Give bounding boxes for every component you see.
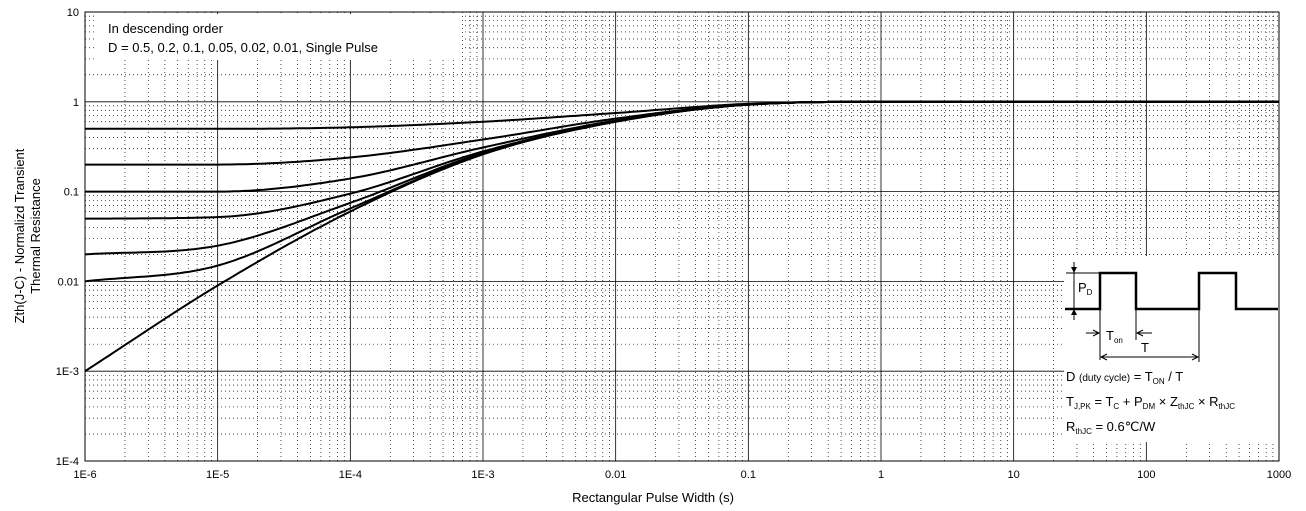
period-label: T xyxy=(1141,340,1149,355)
pd-label: PD xyxy=(1078,280,1093,297)
series-line-3 xyxy=(85,100,1279,193)
series-line-7 xyxy=(84,100,1279,373)
legend-line-2: D = 0.5, 0.2, 0.1, 0.05, 0.02, 0.01, Sin… xyxy=(108,40,378,55)
y-tick-label: 1 xyxy=(73,97,79,109)
x-tick-label: 100 xyxy=(1137,469,1155,481)
legend-box xyxy=(96,14,462,60)
ton-arrow-left xyxy=(1086,329,1101,337)
x-axis-title: Rectangular Pulse Width (s) xyxy=(572,490,734,505)
pulse-waveform xyxy=(1065,271,1278,311)
y-tick-label: 1E-3 xyxy=(56,366,79,378)
y-axis-title-line-2: Thermal Resistance xyxy=(28,178,43,294)
legend-line-1: In descending order xyxy=(108,21,224,36)
pd-arrow-head-down xyxy=(1071,267,1077,273)
legend: In descending order D = 0.5, 0.2, 0.1, 0… xyxy=(96,14,462,60)
duty-cycle-inset: PD Ton T D (duty cycle) = TON / T TJ,PK … xyxy=(1064,256,1280,442)
duty-cycle-equation: D (duty cycle) = TON / T xyxy=(1066,369,1183,386)
tick-labels: 1E-6 1E-5 1E-4 1E-3 0.01 0.1 1 10 100 1000 1E-4 1E-… xyxy=(56,7,1291,481)
x-tick-label: 0.1 xyxy=(741,469,756,481)
y-axis-title-line-1: Zth(J-C) - Normalizd Transient xyxy=(12,148,27,323)
y-tick-label: 10 xyxy=(67,7,79,19)
rthjc-equation: RthJC = 0.6℃/W xyxy=(1066,419,1156,436)
x-tick-label: 1E-4 xyxy=(339,469,362,481)
y-tick-label: 0.01 xyxy=(58,276,79,288)
pd-arrow-head-up xyxy=(1071,309,1077,315)
x-tick-label: 1E-3 xyxy=(471,469,494,481)
inset-box xyxy=(1064,256,1280,442)
series-line-4 xyxy=(85,100,1279,220)
series-group xyxy=(84,100,1279,373)
grid xyxy=(85,12,1279,461)
plot-frame xyxy=(84,11,1280,462)
x-tick-label: 1000 xyxy=(1267,469,1291,481)
x-tick-label: 1E-6 xyxy=(73,469,96,481)
ton-arrow-right xyxy=(1135,329,1152,337)
series-line-5 xyxy=(84,100,1279,256)
junction-temp-equation: TJ,PK = TC + PDM × ZthJC × RthJC xyxy=(1066,394,1235,411)
period-arrow xyxy=(1099,353,1200,361)
y-tick-label: 0.1 xyxy=(64,187,79,199)
y-tick-label: 1E-4 xyxy=(56,456,79,468)
x-tick-label: 1E-5 xyxy=(206,469,229,481)
x-tick-label: 10 xyxy=(1008,469,1020,481)
x-tick-label: 1 xyxy=(878,469,884,481)
ton-label: Ton xyxy=(1106,328,1123,345)
x-tick-label: 0.01 xyxy=(605,469,626,481)
